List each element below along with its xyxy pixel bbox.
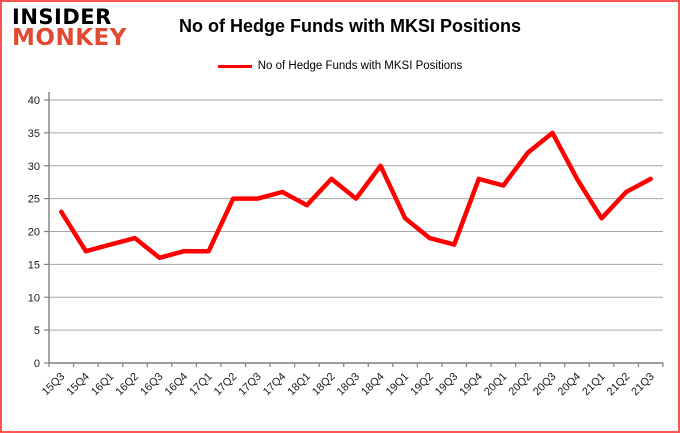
logo-line-insider: INSIDER — [12, 5, 112, 29]
y-axis-label: 5 — [34, 325, 40, 337]
x-axis-label: 16Q3 — [138, 371, 166, 399]
x-axis-label: 16Q4 — [163, 371, 191, 399]
x-axis-label: 21Q1 — [580, 371, 608, 399]
x-axis-label: 17Q4 — [261, 371, 289, 399]
line-chart-svg: 0 5 10 15 20 25 30 35 40 15Q315Q416Q116Q216Q316Q4… — [28, 92, 664, 399]
x-axis-label: 19Q2 — [408, 371, 436, 399]
y-axis-label: 30 — [28, 161, 40, 173]
x-axis-label: 16Q2 — [114, 371, 142, 399]
x-axis-label: 15Q3 — [40, 371, 68, 399]
chart-title: No of Hedge Funds with MKSI Positions — [179, 16, 521, 36]
x-axis-label: 20Q2 — [507, 371, 535, 399]
x-axis-label: 15Q4 — [64, 371, 92, 399]
x-axis-label: 20Q3 — [531, 371, 559, 399]
series-line — [59, 130, 653, 261]
y-axis-label: 25 — [28, 194, 40, 206]
chart-area: 0 5 10 15 20 25 30 35 40 15Q3 15Q4 16Q1 16Q2 16Q3 16Q4… — [2, 82, 678, 431]
logo-line-monkey: MONKEY — [12, 25, 127, 51]
x-axis-label: 21Q3 — [629, 371, 657, 399]
x-axis-label: 17Q1 — [187, 371, 215, 399]
x-axis-label: 17Q3 — [236, 371, 264, 399]
y-axis-label: 20 — [28, 227, 40, 239]
x-axis-label: 18Q4 — [359, 371, 387, 399]
legend-label: No of Hedge Funds with MKSI Positions — [257, 60, 463, 72]
x-axis-label: 18Q2 — [310, 371, 338, 399]
x-axis-label: 18Q1 — [285, 371, 313, 399]
insider-monkey-logo: INSIDER MONKEY — [12, 5, 127, 51]
legend-line-swatch — [217, 64, 252, 68]
x-axis-label: 21Q2 — [605, 371, 633, 399]
y-axis-label: 0 — [34, 358, 40, 370]
x-axis-label: 16Q1 — [89, 371, 117, 399]
chart-legend: No of Hedge Funds with MKSI Positions — [2, 60, 678, 72]
y-axis-label: 15 — [28, 259, 40, 271]
x-axis-label: 19Q4 — [457, 371, 485, 399]
y-axis-label: 35 — [28, 128, 40, 140]
x-axis-label: 19Q1 — [384, 371, 412, 399]
x-axis-label: 20Q1 — [482, 371, 510, 399]
x-axis-label: 17Q2 — [212, 371, 240, 399]
x-axis-label: 18Q3 — [335, 371, 363, 399]
y-axis-label: 40 — [28, 95, 40, 107]
y-axis-label: 10 — [28, 292, 40, 304]
x-axis-label: 20Q4 — [556, 371, 584, 399]
x-axis-label: 19Q3 — [433, 371, 461, 399]
